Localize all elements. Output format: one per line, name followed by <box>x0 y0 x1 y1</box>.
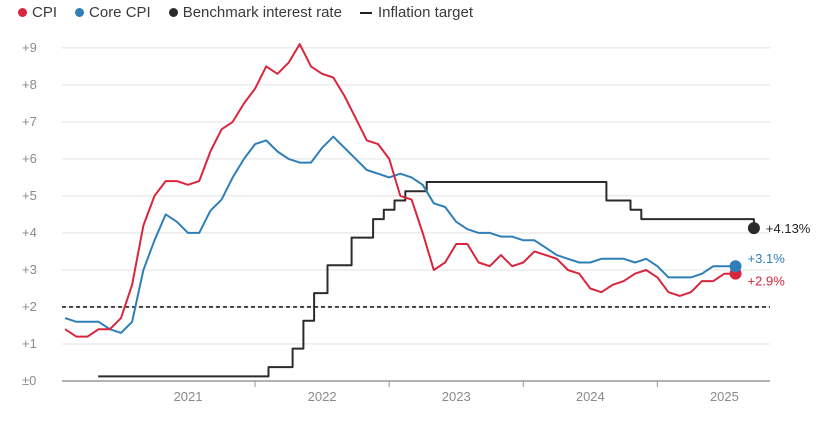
y-tick-label: +3 <box>22 262 37 277</box>
y-tick-label: +7 <box>22 114 37 129</box>
legend-item-core-cpi: Core CPI <box>75 4 151 21</box>
y-tick-label: +4 <box>22 225 37 240</box>
x-tick-label: 2023 <box>442 389 471 404</box>
legend-label-inflation-target: Inflation target <box>377 4 474 21</box>
series-end-markers: +2.9% +3.1% +4.13% <box>729 221 811 289</box>
x-tick-label: 2024 <box>576 389 605 404</box>
series-lines <box>64 43 755 378</box>
legend-label-interest-rate: Benchmark interest rate <box>182 4 342 21</box>
series-line-cpi <box>64 43 736 338</box>
end-marker-benchmark-interest-rate <box>747 222 760 235</box>
end-label-core-cpi: +3.1% <box>748 251 786 266</box>
interest-rate-legend-dot-icon <box>168 8 178 17</box>
y-tick-label: ±0 <box>22 373 36 388</box>
x-tick-label: 2025 <box>710 389 739 404</box>
legend-label-cpi: CPI <box>32 4 58 21</box>
core-cpi-legend-dot-icon <box>75 8 85 17</box>
x-axis-ticks: 2021 2022 2023 2024 2025 <box>174 381 739 404</box>
end-marker-core-cpi <box>729 260 742 273</box>
y-tick-label: +1 <box>22 336 37 351</box>
series-line-benchmark-interest-rate <box>98 181 755 378</box>
x-tick-label: 2022 <box>308 389 337 404</box>
end-label-cpi: +2.9% <box>748 274 786 289</box>
y-tick-label: +6 <box>22 151 37 166</box>
legend-item-cpi: CPI <box>18 4 57 21</box>
legend-item-inflation-target: Inflation target <box>359 4 474 21</box>
dashed-line-icon <box>359 11 372 14</box>
y-axis-ticks: ±0 +1 +2 +3 +4 +5 +6 +7 +8 +9 <box>22 40 37 388</box>
legend-label-core-cpi: Core CPI <box>89 4 151 21</box>
legend-item-interest-rate: Benchmark interest rate <box>168 4 342 21</box>
y-tick-label: +5 <box>22 188 37 203</box>
chart-legend: CPI Core CPI Benchmark interest rate Inf… <box>18 4 491 21</box>
y-tick-label: +2 <box>22 299 37 314</box>
cpi-legend-dot-icon <box>18 8 27 17</box>
gridlines <box>62 47 770 382</box>
y-tick-label: +9 <box>22 40 37 55</box>
series-line-core-cpi <box>64 135 736 334</box>
end-label-benchmark-interest-rate: +4.13% <box>766 221 811 236</box>
y-tick-label: +8 <box>22 77 37 92</box>
x-tick-label: 2021 <box>174 389 203 404</box>
